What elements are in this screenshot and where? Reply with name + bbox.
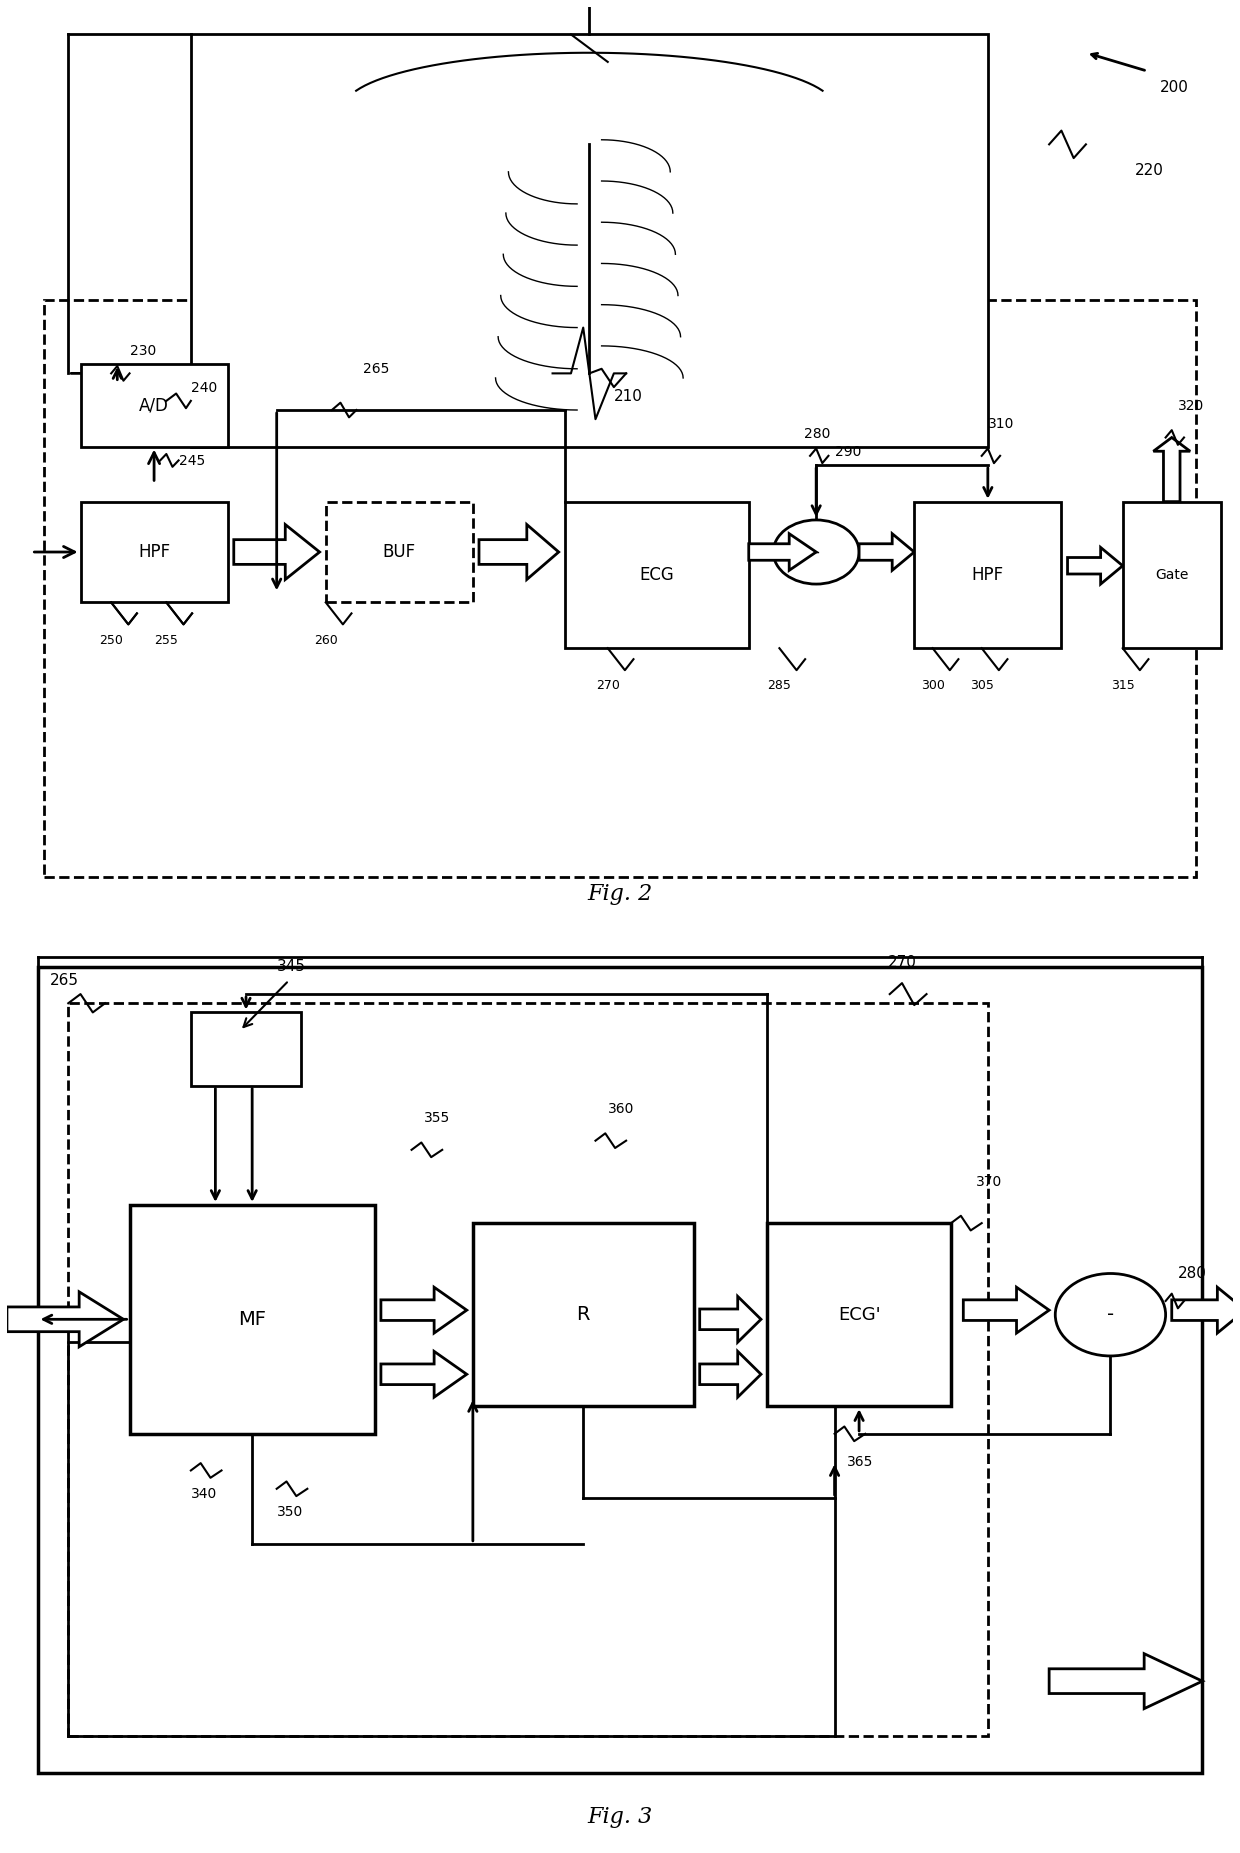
- FancyBboxPatch shape: [565, 502, 749, 649]
- Text: 240: 240: [191, 380, 217, 395]
- Text: HPF: HPF: [138, 543, 170, 561]
- Text: 280: 280: [804, 426, 831, 441]
- Text: 290: 290: [835, 445, 861, 460]
- Text: Fig. 3: Fig. 3: [588, 1805, 652, 1827]
- Polygon shape: [699, 1297, 761, 1342]
- Polygon shape: [1172, 1288, 1240, 1332]
- Polygon shape: [7, 1292, 124, 1347]
- Text: 260: 260: [314, 634, 337, 647]
- Circle shape: [774, 521, 859, 584]
- Polygon shape: [1153, 437, 1190, 502]
- Text: 250: 250: [99, 634, 123, 647]
- Circle shape: [1055, 1273, 1166, 1356]
- Text: 355: 355: [424, 1112, 450, 1125]
- Bar: [191, 35, 988, 447]
- Text: ECG': ECG': [838, 1306, 880, 1323]
- Polygon shape: [1049, 1653, 1203, 1708]
- Polygon shape: [234, 524, 320, 580]
- Text: R: R: [577, 1305, 590, 1325]
- FancyBboxPatch shape: [191, 1012, 301, 1086]
- Text: 350: 350: [277, 1505, 303, 1519]
- Polygon shape: [479, 524, 559, 580]
- Bar: [43, 300, 1197, 876]
- Text: 310: 310: [988, 417, 1014, 432]
- Text: 255: 255: [155, 634, 179, 647]
- Text: 270: 270: [595, 680, 620, 693]
- Text: MF: MF: [238, 1310, 267, 1329]
- Text: 360: 360: [608, 1103, 634, 1116]
- Polygon shape: [1068, 547, 1122, 584]
- Bar: [37, 967, 1203, 1773]
- Text: Gate: Gate: [1156, 567, 1188, 582]
- Text: 200: 200: [1159, 80, 1188, 95]
- Polygon shape: [963, 1288, 1049, 1332]
- Text: ECG: ECG: [640, 565, 675, 584]
- FancyBboxPatch shape: [81, 502, 228, 602]
- Text: 320: 320: [1178, 398, 1204, 413]
- Text: 265: 265: [50, 973, 79, 988]
- Text: -: -: [813, 543, 820, 561]
- Text: 370: 370: [976, 1175, 1002, 1190]
- Polygon shape: [381, 1351, 466, 1397]
- Text: HPF: HPF: [972, 565, 1004, 584]
- FancyBboxPatch shape: [472, 1223, 693, 1406]
- Polygon shape: [859, 534, 914, 571]
- Text: Fig. 2: Fig. 2: [588, 882, 652, 904]
- Polygon shape: [381, 1288, 466, 1332]
- FancyBboxPatch shape: [914, 502, 1061, 649]
- Text: 265: 265: [362, 363, 389, 376]
- Text: BUF: BUF: [383, 543, 415, 561]
- Text: 210: 210: [614, 389, 642, 404]
- Text: A/D: A/D: [139, 397, 169, 415]
- Text: 280: 280: [1178, 1266, 1207, 1280]
- Polygon shape: [749, 534, 816, 571]
- Text: 365: 365: [847, 1455, 873, 1469]
- Text: 305: 305: [970, 680, 993, 693]
- Bar: [68, 1002, 988, 1736]
- Text: 220: 220: [1135, 163, 1164, 178]
- Text: 315: 315: [1111, 680, 1135, 693]
- Text: 245: 245: [179, 454, 205, 469]
- Text: 285: 285: [768, 680, 791, 693]
- FancyBboxPatch shape: [129, 1204, 374, 1434]
- Text: 345: 345: [277, 960, 306, 975]
- Text: -: -: [1107, 1305, 1114, 1325]
- Text: 230: 230: [129, 345, 156, 358]
- Text: 340: 340: [191, 1486, 217, 1501]
- FancyBboxPatch shape: [326, 502, 472, 602]
- Polygon shape: [699, 1351, 761, 1397]
- FancyBboxPatch shape: [768, 1223, 951, 1406]
- FancyBboxPatch shape: [81, 365, 228, 447]
- Text: 270: 270: [888, 954, 916, 969]
- FancyBboxPatch shape: [1122, 502, 1221, 649]
- Text: 300: 300: [921, 680, 945, 693]
